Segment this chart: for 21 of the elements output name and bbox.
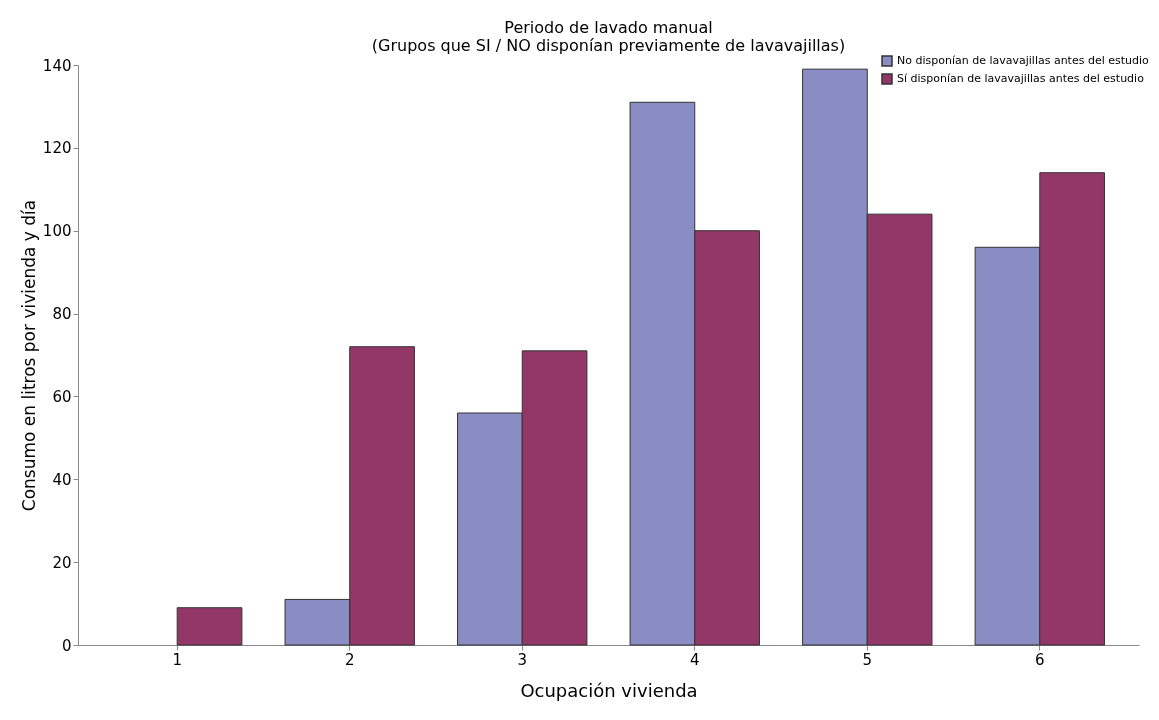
y-tick-label: 60 bbox=[52, 387, 72, 406]
y-tick-label: 80 bbox=[52, 305, 72, 324]
x-tick-label: 1 bbox=[172, 650, 182, 669]
bar bbox=[176, 607, 243, 646]
legend-label: No disponían de lavavajillas antes del estudio bbox=[897, 54, 1150, 67]
x-tick-label: 3 bbox=[517, 650, 528, 669]
text: Periodo de lavado manual bbox=[504, 18, 713, 37]
y-tick-label: 120 bbox=[42, 139, 72, 158]
y-tick-label: 40 bbox=[52, 470, 72, 489]
x-tick-label: 2 bbox=[344, 650, 355, 669]
text: (Grupos que SI / NO disponían previamente de lavavajillas) bbox=[371, 36, 846, 55]
y-tick-label: 140 bbox=[42, 56, 72, 75]
x-axis-title: Ocupación vivienda bbox=[520, 679, 698, 701]
y-tick-label: 100 bbox=[42, 222, 72, 241]
x-tick-label: 6 bbox=[1035, 650, 1045, 669]
y-tick-label: 20 bbox=[52, 553, 72, 572]
x-tick-label: 5 bbox=[862, 650, 873, 669]
y-tick-label: 0 bbox=[61, 636, 72, 655]
legend-label: Sí disponían de lavavajillas antes del estudio bbox=[897, 72, 1145, 85]
y-axis-title: Consumo en litros por vivienda y día bbox=[18, 199, 39, 512]
x-tick-label: 4 bbox=[689, 650, 700, 669]
